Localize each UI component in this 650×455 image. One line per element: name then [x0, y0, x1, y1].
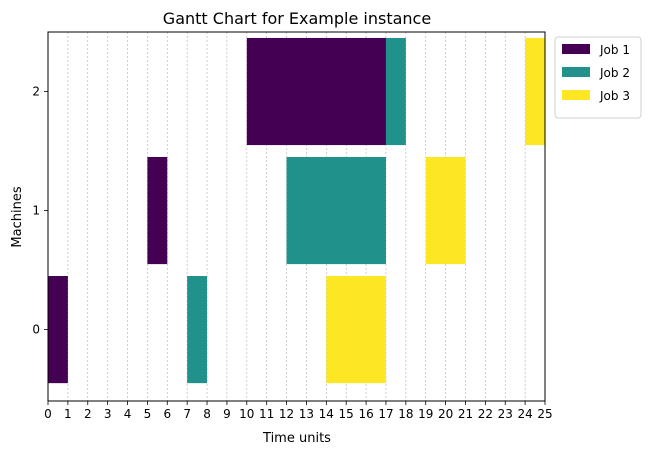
x-tick-label: 6 [163, 407, 171, 421]
x-tick-label: 12 [279, 407, 294, 421]
y-axis-ticks: 0 1 2 [32, 85, 48, 337]
x-tick-label: 17 [378, 407, 393, 421]
x-tick-label: 0 [44, 407, 52, 421]
x-tick-label: 5 [144, 407, 152, 421]
task-bar-job-2-machine-1 [286, 156, 386, 265]
x-tick-label: 15 [339, 407, 354, 421]
y-tick-label: 1 [32, 204, 40, 218]
legend-label: Job 1 [599, 43, 630, 57]
x-tick-label: 14 [319, 407, 334, 421]
x-tick-label: 20 [438, 407, 453, 421]
x-tick-label: 21 [458, 407, 473, 421]
task-bar-job-3-machine-1 [425, 156, 466, 265]
y-axis-label: Machines [10, 186, 25, 247]
task-bar-job-1-machine-0 [48, 276, 68, 384]
legend-swatch [562, 90, 590, 100]
x-tick-label: 18 [398, 407, 413, 421]
y-tick-label: 0 [32, 323, 40, 337]
task-bar-job-1-machine-1 [147, 156, 168, 265]
legend-label: Job 2 [599, 66, 630, 80]
task-bar-job-1-machine-2 [246, 37, 386, 146]
task-bar-job-3-machine-2 [525, 37, 545, 146]
y-tick-label: 2 [32, 85, 40, 99]
x-tick-label: 22 [478, 407, 493, 421]
x-tick-label: 13 [299, 407, 314, 421]
x-tick-label: 3 [104, 407, 112, 421]
task-bars [48, 37, 545, 384]
x-tick-label: 23 [498, 407, 513, 421]
x-axis-ticks: 0 1 2 3 4 5 6 7 8 9 10 11 12 13 14 15 16 17 18 19 20 21 22 23 24… [44, 401, 553, 421]
legend: Job 1 Job 2 Job 3 [554, 36, 642, 119]
x-tick-label: 10 [239, 407, 254, 421]
x-tick-label: 4 [124, 407, 132, 421]
x-tick-label: 2 [84, 407, 92, 421]
chart-title: Gantt Chart for Example instance [163, 9, 431, 28]
x-axis-label: Time units [262, 431, 331, 446]
plot-frame [47, 31, 546, 402]
x-tick-label: 7 [183, 407, 191, 421]
legend-swatch [562, 67, 590, 77]
x-tick-label: 11 [259, 407, 274, 421]
x-tick-label: 9 [223, 407, 231, 421]
x-tick-label: 19 [418, 407, 433, 421]
x-tick-label: 25 [537, 407, 552, 421]
x-tick-label: 16 [358, 407, 373, 421]
x-tick-label: 24 [517, 407, 532, 421]
task-bar-job-3-machine-0 [326, 276, 386, 384]
x-tick-label: 8 [203, 407, 211, 421]
task-bar-job-2-machine-0 [187, 276, 208, 384]
x-tick-label: 1 [64, 407, 72, 421]
legend-swatch [562, 44, 590, 54]
legend-label: Job 3 [599, 89, 630, 103]
task-bar-job-2-machine-2 [385, 37, 406, 146]
